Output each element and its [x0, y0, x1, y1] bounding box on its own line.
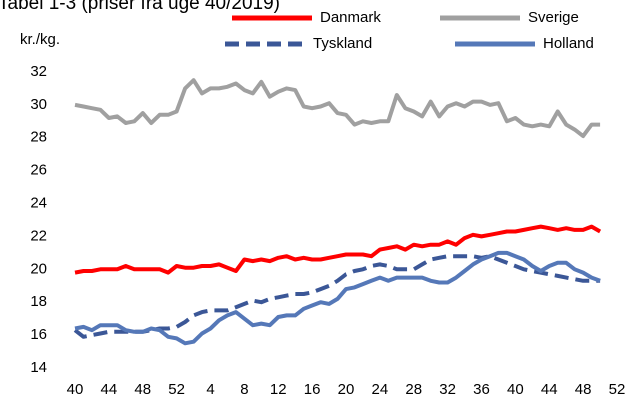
x-tick-label: 44 — [541, 381, 558, 398]
x-tick-label: 52 — [609, 381, 626, 398]
legend-label: Tyskland — [313, 35, 372, 52]
x-tick-label: 44 — [101, 381, 118, 398]
x-tick-label: 20 — [338, 381, 355, 398]
x-tick-label: 48 — [575, 381, 592, 398]
y-tick-label: 28 — [30, 129, 47, 146]
y-tick-label: 20 — [30, 260, 47, 277]
series-line — [74, 78, 601, 139]
x-tick-label: 24 — [372, 381, 389, 398]
y-tick-label: 26 — [30, 162, 47, 179]
chart-title: Tabel 1-3 (priser fra uge 40/2019) — [0, 0, 280, 14]
x-tick-label: 36 — [473, 381, 490, 398]
legend-label: Danmark — [320, 9, 381, 26]
y-tick-label: 18 — [30, 293, 47, 310]
x-tick-label: 16 — [304, 381, 321, 398]
x-tick-label: 4 — [206, 381, 214, 398]
y-tick-label: 22 — [30, 227, 47, 244]
x-tick-label: 52 — [168, 381, 185, 398]
x-tick-label: 8 — [240, 381, 248, 398]
legend-label: Sverige — [528, 9, 579, 26]
series-line — [73, 254, 601, 339]
x-tick-label: 12 — [270, 381, 287, 398]
series-line — [74, 250, 601, 346]
series-line — [74, 224, 602, 275]
y-tick-label: 16 — [30, 326, 47, 343]
x-tick-label: 48 — [134, 381, 151, 398]
x-tick-label: 40 — [507, 381, 524, 398]
y-tick-label: 30 — [30, 96, 47, 113]
x-tick-label: 40 — [67, 381, 84, 398]
y-tick-label: 32 — [30, 63, 47, 80]
legend-label: Holland — [543, 35, 594, 52]
x-tick-label: 28 — [405, 381, 422, 398]
y-tick-label: 24 — [30, 195, 47, 212]
y-axis-label: kr./kg. — [20, 31, 60, 48]
y-tick-label: 14 — [30, 359, 47, 376]
x-tick-label: 32 — [439, 381, 456, 398]
